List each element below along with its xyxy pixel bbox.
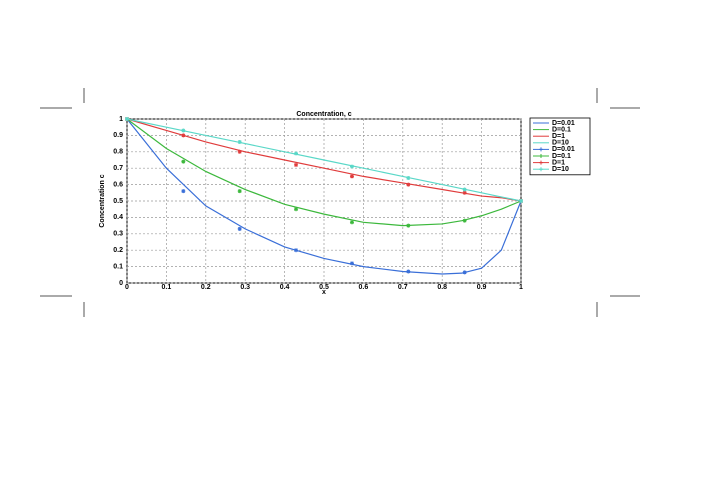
legend-label: D=0.01 <box>552 120 575 127</box>
marker <box>294 207 299 212</box>
x-tick-label: 0.5 <box>319 284 329 291</box>
y-tick-label: 0.4 <box>113 214 123 221</box>
x-tick-label: 0.6 <box>359 284 369 291</box>
x-tick-label: 0 <box>125 284 129 291</box>
marker <box>349 174 354 179</box>
crop-marks <box>40 88 640 317</box>
marker <box>237 226 242 231</box>
x-tick-label: 1 <box>519 284 523 291</box>
line <box>126 118 522 202</box>
marker <box>349 164 354 169</box>
marker <box>349 261 354 266</box>
y-tick-label: 0.2 <box>113 247 123 254</box>
legend-marker <box>539 160 543 165</box>
legend-label: D=0.1 <box>552 153 571 160</box>
x-tick-label: 0.1 <box>162 284 172 291</box>
marker <box>181 128 186 133</box>
y-tick-label: 0.9 <box>113 132 123 139</box>
legend-box <box>529 117 591 176</box>
legend-label: D=10 <box>552 140 569 147</box>
marker <box>406 223 411 228</box>
marker <box>406 176 411 181</box>
legend-marker <box>539 154 543 158</box>
x-axis-label: x <box>322 289 326 296</box>
marker <box>294 151 299 156</box>
y-tick-label: 0.3 <box>113 231 123 238</box>
marker <box>294 248 299 253</box>
line <box>126 118 522 202</box>
legend-label: D=1 <box>552 159 565 166</box>
y-tick-label: 0.5 <box>113 198 123 205</box>
marker <box>462 218 467 223</box>
x-tick-label: 0.7 <box>398 284 408 291</box>
y-tick-label: 0.6 <box>113 181 123 188</box>
marker <box>519 199 523 203</box>
marker <box>181 159 186 164</box>
marker <box>462 190 467 195</box>
y-axis-label: Concentration c <box>99 174 106 227</box>
marker <box>181 133 186 138</box>
x-tick-label: 0.8 <box>437 284 447 291</box>
marker <box>125 117 129 121</box>
x-tick-label: 0.9 <box>477 284 487 291</box>
legend-label: D=0.01 <box>552 146 575 153</box>
x-tick-label: 0.3 <box>240 284 250 291</box>
line <box>126 118 522 227</box>
legend-label: D=1 <box>552 133 565 140</box>
marker <box>462 187 467 192</box>
marker <box>349 220 354 225</box>
marker <box>294 162 299 167</box>
chart-title: Concentration, c <box>296 111 351 118</box>
marker <box>237 189 242 194</box>
y-tick-label: 0.8 <box>113 149 123 156</box>
line <box>126 118 522 275</box>
y-tick-label: 0.7 <box>113 165 123 172</box>
y-tick-label: 0.1 <box>113 263 123 270</box>
x-tick-label: 0.2 <box>201 284 211 291</box>
x-tick-label: 0.4 <box>280 284 290 291</box>
marker <box>237 139 242 144</box>
marker <box>237 149 242 154</box>
marker <box>181 189 186 194</box>
marker <box>406 269 411 274</box>
legend-marker <box>539 167 543 172</box>
y-tick-label: 0 <box>119 280 123 287</box>
marker <box>462 270 467 275</box>
legend-label: D=0.1 <box>552 126 571 133</box>
marker <box>406 182 411 187</box>
y-tick-label: 1 <box>119 116 123 123</box>
legend-marker <box>539 147 543 152</box>
legend-label: D=10 <box>552 166 569 173</box>
